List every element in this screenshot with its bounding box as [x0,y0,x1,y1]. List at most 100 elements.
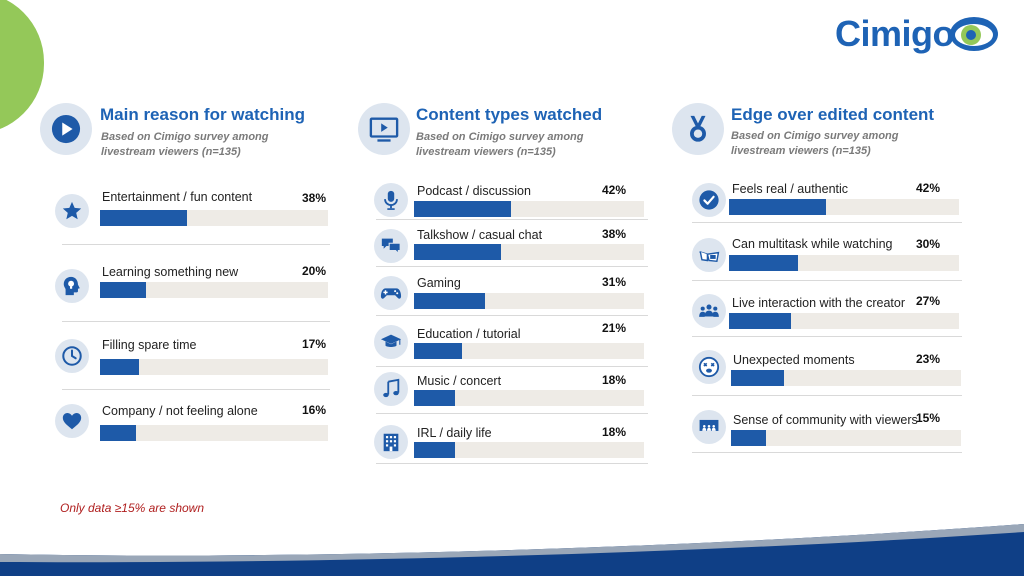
bar [100,359,139,375]
chat-bubbles-icon [374,229,408,263]
footnote: Only data ≥15% are shown [60,501,204,515]
bar [729,199,826,215]
bar-label: Podcast / discussion [417,184,531,198]
bar [100,282,146,298]
bar-track [100,359,328,375]
building-icon [374,425,408,459]
bar-label: Entertainment / fun content [102,190,253,204]
microphone-icon [374,183,408,217]
bar-label: Talkshow / casual chat [417,228,543,242]
surprised-face-icon [692,350,726,384]
bar-value-label: 42% [601,183,626,197]
chart-title: Content types watched [416,105,603,124]
bar-value-label: 17% [301,337,326,351]
row-divider [376,413,648,414]
bar-track [100,425,328,441]
bar-label: Sense of community with viewers [733,413,918,427]
bar-track [729,255,959,271]
row-divider [62,321,330,322]
graduation-cap-icon [374,325,408,359]
eye-logo-icon [950,17,998,51]
footer-wave [0,524,1024,576]
monitor-play-icon [358,103,410,155]
bar-value-label: 15% [915,411,940,425]
row-divider [376,463,648,464]
bar-label: Company / not feeling alone [102,404,258,418]
check-circle-icon [692,183,726,217]
bar-label: Learning something new [102,265,239,279]
bar-value-label: 21% [601,321,626,335]
chart-subtitle: Based on Cimigo survey among livestream … [731,130,899,157]
bar-track [414,293,644,309]
bar [414,390,455,406]
logo-wordmark: Cimigo [835,13,955,54]
chart-subtitle: Based on Cimigo survey among livestream … [101,131,269,158]
row-divider [692,280,962,281]
bar-label: Filling spare time [102,338,197,352]
bar-label: Unexpected moments [733,353,855,367]
bar [414,343,462,359]
people-icon [692,294,726,328]
bar [414,201,511,217]
row-divider [692,336,962,337]
bar-track [414,390,644,406]
bar [414,244,501,260]
chart-title: Main reason for watching [100,105,305,124]
bar [729,255,798,271]
music-note-icon [374,372,408,406]
bar [731,370,784,386]
bar-value-label: 38% [601,227,626,241]
row-divider [62,244,330,245]
bar-value-label: 38% [301,191,326,205]
bar-track [729,313,959,329]
row-divider [376,219,648,220]
bar [731,430,766,446]
bar-label: Can multitask while watching [732,237,893,251]
bar-value-label: 30% [915,237,940,251]
bar-label: Feels real / authentic [732,182,849,196]
row-divider [376,266,648,267]
bar-track [414,201,644,217]
bar-track [100,210,328,226]
row-divider [376,315,648,316]
medal-icon [672,103,724,155]
bar-label: Music / concert [417,374,502,388]
audience-icon [692,410,726,444]
row-divider [376,366,648,367]
bar-value-label: 16% [301,403,326,417]
play-icon [40,103,92,155]
row-divider [692,395,962,396]
bar [414,442,455,458]
bar-label: Live interaction with the creator [732,296,906,310]
bar-track [729,199,959,215]
bar-value-label: 18% [601,373,626,387]
bar-track [731,430,961,446]
head-bulb-icon [55,269,89,303]
bar-track [100,282,328,298]
row-divider [62,389,330,390]
bar-track [414,442,644,458]
bar-track [414,244,644,260]
bar [729,313,791,329]
row-divider [692,452,962,453]
chart-title: Edge over edited content [731,105,935,124]
bar-value-label: 42% [915,181,940,195]
bar-track [414,343,644,359]
glasses-icon [692,238,726,272]
bar-value-label: 23% [915,352,940,366]
bar-value-label: 20% [301,264,326,278]
row-divider [692,222,962,223]
cimigo-logo: Cimigo [835,14,1001,54]
bar-label: Education / tutorial [417,327,521,341]
green-corner-shape [0,0,44,134]
bar-label: IRL / daily life [417,426,492,440]
bar [100,210,187,226]
bar-value-label: 31% [601,275,626,289]
clock-icon [55,339,89,373]
bar-label: Gaming [417,276,461,290]
bar-value-label: 18% [601,425,626,439]
chart-subtitle: Based on Cimigo survey among livestream … [416,131,584,158]
heart-icon [55,404,89,438]
bar-value-label: 27% [915,294,940,308]
